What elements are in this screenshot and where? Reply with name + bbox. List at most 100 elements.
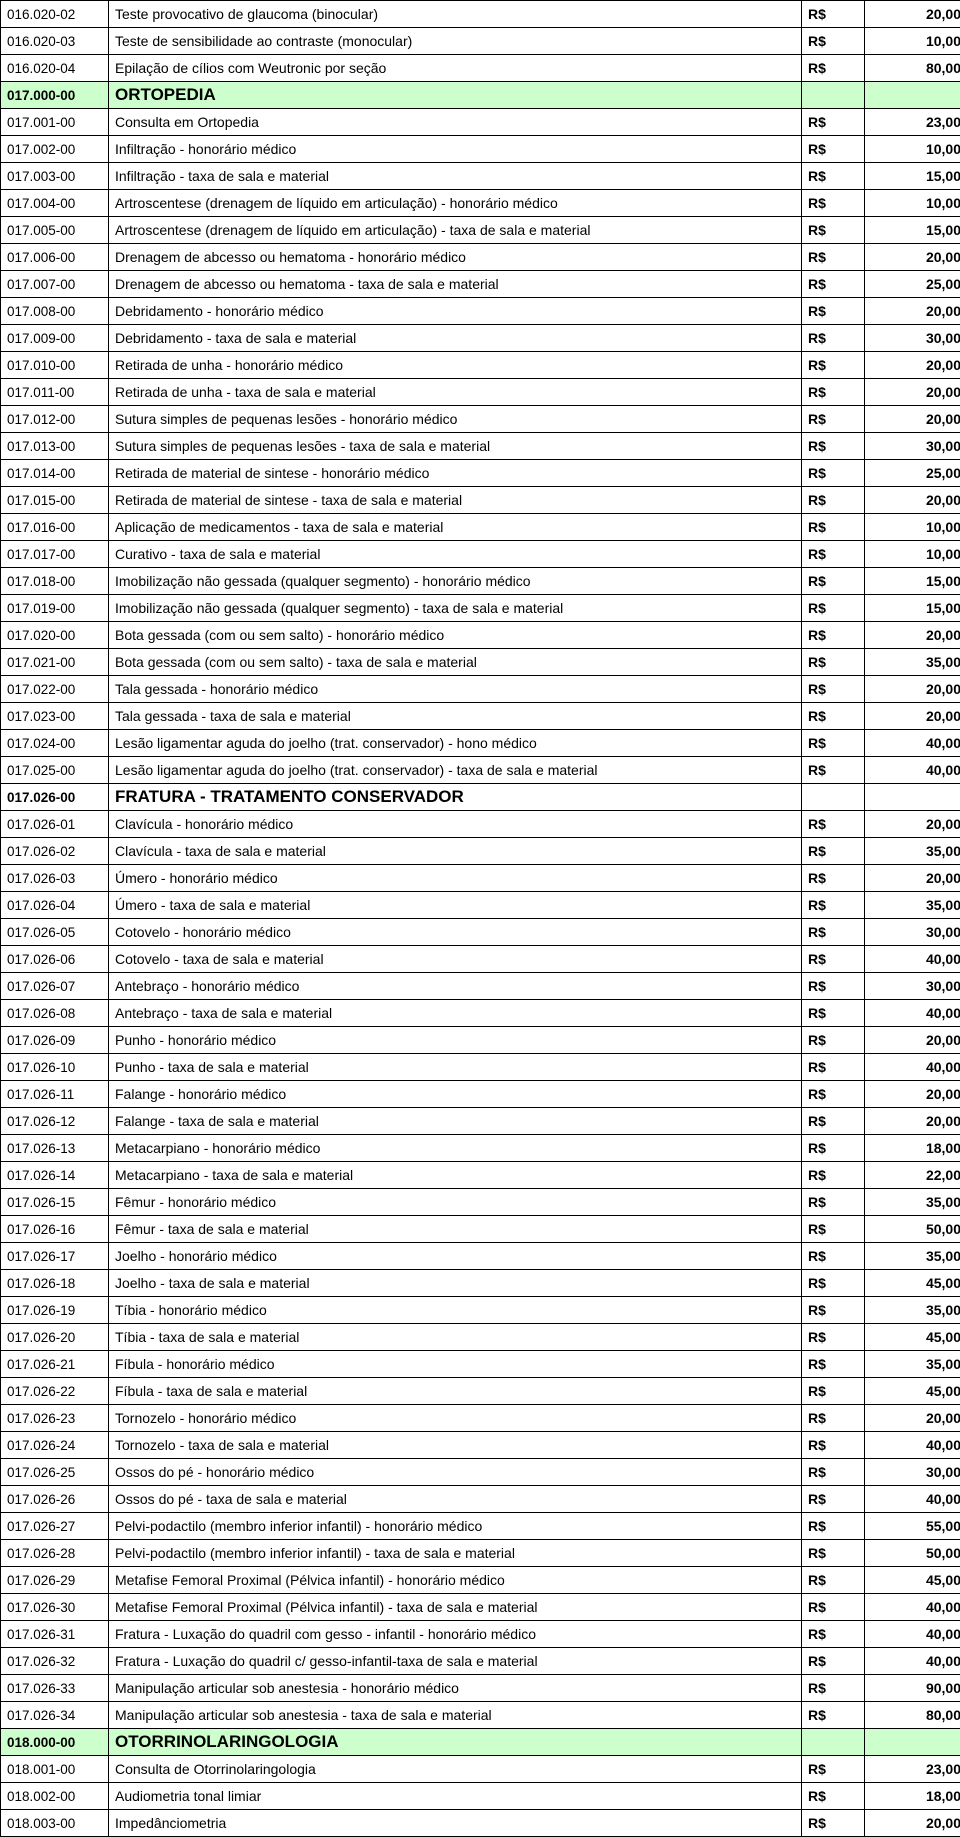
table-row: 017.015-00Retirada de material de sintes… — [1, 487, 960, 514]
currency-cell: R$ — [802, 244, 865, 271]
value-cell: 20,00 — [865, 865, 960, 892]
table-row: 017.026-32Fratura - Luxação do quadril c… — [1, 1648, 960, 1675]
code-cell: 017.026-25 — [1, 1459, 109, 1486]
value-cell: 35,00 — [865, 1297, 960, 1324]
value-cell — [865, 1729, 960, 1756]
table-row: 017.022-00Tala gessada - honorário médic… — [1, 676, 960, 703]
code-cell: 017.026-15 — [1, 1189, 109, 1216]
currency-cell: R$ — [802, 757, 865, 784]
value-cell: 20,00 — [865, 352, 960, 379]
description-cell: Audiometria tonal limiar — [109, 1783, 802, 1810]
value-cell: 30,00 — [865, 919, 960, 946]
code-cell: 017.026-32 — [1, 1648, 109, 1675]
code-cell: 016.020-02 — [1, 1, 109, 28]
code-cell: 017.026-13 — [1, 1135, 109, 1162]
code-cell: 017.015-00 — [1, 487, 109, 514]
currency-cell: R$ — [802, 1081, 865, 1108]
description-cell: Ossos do pé - taxa de sala e material — [109, 1486, 802, 1513]
code-cell: 017.026-29 — [1, 1567, 109, 1594]
description-cell: Joelho - taxa de sala e material — [109, 1270, 802, 1297]
currency-cell: R$ — [802, 946, 865, 973]
value-cell: 45,00 — [865, 1270, 960, 1297]
description-cell: ORTOPEDIA — [109, 82, 802, 109]
value-cell: 45,00 — [865, 1324, 960, 1351]
value-cell: 20,00 — [865, 1027, 960, 1054]
value-cell: 20,00 — [865, 487, 960, 514]
currency-cell: R$ — [802, 1243, 865, 1270]
currency-cell: R$ — [802, 109, 865, 136]
table-row: 017.026-28Pelvi-podactilo (membro inferi… — [1, 1540, 960, 1567]
description-cell: Falange - honorário médico — [109, 1081, 802, 1108]
currency-cell: R$ — [802, 1810, 865, 1837]
currency-cell: R$ — [802, 1486, 865, 1513]
code-cell: 017.026-12 — [1, 1108, 109, 1135]
description-cell: Imobilização não gessada (qualquer segme… — [109, 595, 802, 622]
value-cell: 23,00 — [865, 109, 960, 136]
table-row: 017.004-00Artroscentese (drenagem de líq… — [1, 190, 960, 217]
table-row: 017.026-18Joelho - taxa de sala e materi… — [1, 1270, 960, 1297]
currency-cell: R$ — [802, 1054, 865, 1081]
value-cell: 35,00 — [865, 838, 960, 865]
value-cell: 90,00 — [865, 1675, 960, 1702]
value-cell: 15,00 — [865, 595, 960, 622]
table-row: 017.017-00Curativo - taxa de sala e mate… — [1, 541, 960, 568]
value-cell: 25,00 — [865, 271, 960, 298]
currency-cell: R$ — [802, 541, 865, 568]
table-row: 017.026-20Tíbia - taxa de sala e materia… — [1, 1324, 960, 1351]
value-cell: 20,00 — [865, 406, 960, 433]
table-row: 017.026-09Punho - honorário médicoR$20,0… — [1, 1027, 960, 1054]
description-cell: Tíbia - taxa de sala e material — [109, 1324, 802, 1351]
code-cell: 017.006-00 — [1, 244, 109, 271]
value-cell: 23,00 — [865, 1756, 960, 1783]
description-cell: Ossos do pé - honorário médico — [109, 1459, 802, 1486]
code-cell: 017.022-00 — [1, 676, 109, 703]
table-row: 017.026-26Ossos do pé - taxa de sala e m… — [1, 1486, 960, 1513]
description-cell: Metafise Femoral Proximal (Pélvica infan… — [109, 1594, 802, 1621]
currency-cell: R$ — [802, 433, 865, 460]
code-cell: 017.026-26 — [1, 1486, 109, 1513]
code-cell: 017.026-28 — [1, 1540, 109, 1567]
table-row: 018.002-00Audiometria tonal limiarR$18,0… — [1, 1783, 960, 1810]
table-row: 017.003-00Infiltração - taxa de sala e m… — [1, 163, 960, 190]
table-row: 017.026-04Úmero - taxa de sala e materia… — [1, 892, 960, 919]
table-row: 017.001-00Consulta em OrtopediaR$23,00 — [1, 109, 960, 136]
code-cell: 017.026-19 — [1, 1297, 109, 1324]
code-cell: 017.026-08 — [1, 1000, 109, 1027]
currency-cell: R$ — [802, 1000, 865, 1027]
currency-cell: R$ — [802, 298, 865, 325]
currency-cell: R$ — [802, 1594, 865, 1621]
currency-cell: R$ — [802, 28, 865, 55]
table-row: 017.005-00Artroscentese (drenagem de líq… — [1, 217, 960, 244]
value-cell: 30,00 — [865, 973, 960, 1000]
code-cell: 017.026-18 — [1, 1270, 109, 1297]
table-row: 017.026-30Metafise Femoral Proximal (Pél… — [1, 1594, 960, 1621]
table-row: 017.026-08Antebraço - taxa de sala e mat… — [1, 1000, 960, 1027]
description-cell: Tornozelo - honorário médico — [109, 1405, 802, 1432]
table-row: 017.014-00Retirada de material de sintes… — [1, 460, 960, 487]
value-cell: 20,00 — [865, 1108, 960, 1135]
table-row: 018.003-00ImpedânciometriaR$20,00 — [1, 1810, 960, 1837]
code-cell: 017.014-00 — [1, 460, 109, 487]
currency-cell: R$ — [802, 865, 865, 892]
table-row: 017.026-25Ossos do pé - honorário médico… — [1, 1459, 960, 1486]
value-cell: 15,00 — [865, 163, 960, 190]
table-row: 017.025-00Lesão ligamentar aguda do joel… — [1, 757, 960, 784]
currency-cell: R$ — [802, 1270, 865, 1297]
description-cell: Joelho - honorário médico — [109, 1243, 802, 1270]
value-cell: 40,00 — [865, 1648, 960, 1675]
description-cell: Antebraço - taxa de sala e material — [109, 1000, 802, 1027]
currency-cell: R$ — [802, 811, 865, 838]
description-cell: Falange - taxa de sala e material — [109, 1108, 802, 1135]
currency-cell: R$ — [802, 595, 865, 622]
description-cell: Bota gessada (com ou sem salto) - taxa d… — [109, 649, 802, 676]
code-cell: 017.026-31 — [1, 1621, 109, 1648]
table-row: 017.026-14Metacarpiano - taxa de sala e … — [1, 1162, 960, 1189]
code-cell: 017.026-10 — [1, 1054, 109, 1081]
table-row: 016.020-02Teste provocativo de glaucoma … — [1, 1, 960, 28]
table-row: 017.026-13Metacarpiano - honorário médic… — [1, 1135, 960, 1162]
description-cell: Artroscentese (drenagem de líquido em ar… — [109, 190, 802, 217]
value-cell: 40,00 — [865, 730, 960, 757]
table-row: 017.021-00Bota gessada (com ou sem salto… — [1, 649, 960, 676]
value-cell: 25,00 — [865, 460, 960, 487]
value-cell: 40,00 — [865, 1000, 960, 1027]
